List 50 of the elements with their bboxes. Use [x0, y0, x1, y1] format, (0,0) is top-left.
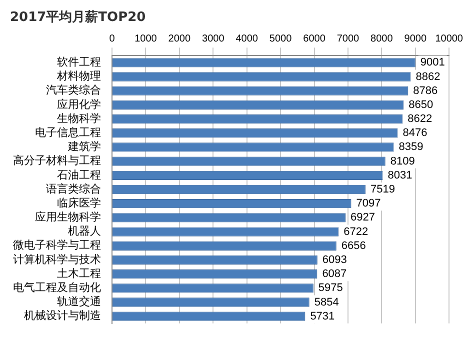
data-label: 5975: [318, 282, 343, 294]
data-label: 8862: [416, 70, 440, 83]
y-tick-label: 应用生物科学: [35, 210, 101, 224]
y-tick-label: 高分子材料与工程: [13, 154, 101, 168]
x-tick-label: 8000: [370, 33, 394, 44]
data-label: 6087: [322, 268, 347, 280]
y-tick-label: 机器人: [68, 224, 101, 238]
chart-title: 2017平均月薪TOP20: [10, 9, 146, 26]
y-tick-label: 建筑学: [67, 140, 101, 154]
x-tick-label: 5000: [269, 33, 292, 44]
y-tick-label: 生物科学: [57, 112, 101, 125]
y-tick-label: 语言类综合: [46, 182, 101, 196]
data-label: 5731: [310, 310, 335, 322]
y-tick-label: 材料物理: [56, 70, 101, 83]
data-label: 6093: [322, 254, 347, 266]
y-tick-label: 石油工程: [57, 168, 101, 182]
data-label: 6927: [350, 212, 375, 224]
data-label: 8359: [398, 141, 424, 154]
data-label: 7097: [356, 198, 381, 210]
y-tick-label: 临床医学: [57, 196, 101, 210]
x-tick-label: 1000: [134, 33, 158, 44]
data-label: 8786: [413, 84, 438, 97]
y-tick-label: 电子信息工程: [35, 126, 101, 139]
x-tick-label: 6000: [303, 33, 326, 44]
x-tick-label: 10000: [435, 33, 464, 44]
data-label: 8031: [388, 169, 412, 182]
y-tick-label: 微电子科学与工程: [13, 238, 101, 252]
x-tick-label: 2000: [168, 33, 191, 44]
y-tick-label: 软件工程: [57, 56, 101, 69]
x-tick-label: 4000: [236, 33, 258, 44]
y-tick-label: 机械设计与制造: [24, 309, 101, 322]
x-tick-label: 0: [109, 33, 116, 44]
x-tick-label: 9000: [404, 33, 427, 44]
data-label: 8109: [390, 155, 415, 168]
data-label: 6656: [341, 240, 366, 252]
y-tick-label: 轨道交通: [57, 295, 101, 308]
x-tick-label: 7000: [336, 33, 360, 44]
data-label: 8622: [408, 113, 432, 126]
y-tick-label: 应用化学: [57, 98, 101, 111]
data-label: 7519: [370, 184, 395, 196]
y-tick-label: 汽车类综合: [46, 84, 101, 97]
x-tick-label: 3000: [202, 33, 225, 44]
data-label: 8476: [402, 127, 428, 140]
data-label: 8650: [408, 98, 434, 111]
y-tick-label: 电气工程及自动化: [13, 281, 101, 294]
data-label: 9001: [420, 56, 445, 69]
y-tick-label: 计算机科学与技术: [13, 252, 101, 266]
data-label: 6722: [344, 226, 368, 238]
y-tick-label: 土木工程: [57, 266, 101, 280]
data-label: 5854: [314, 296, 339, 308]
